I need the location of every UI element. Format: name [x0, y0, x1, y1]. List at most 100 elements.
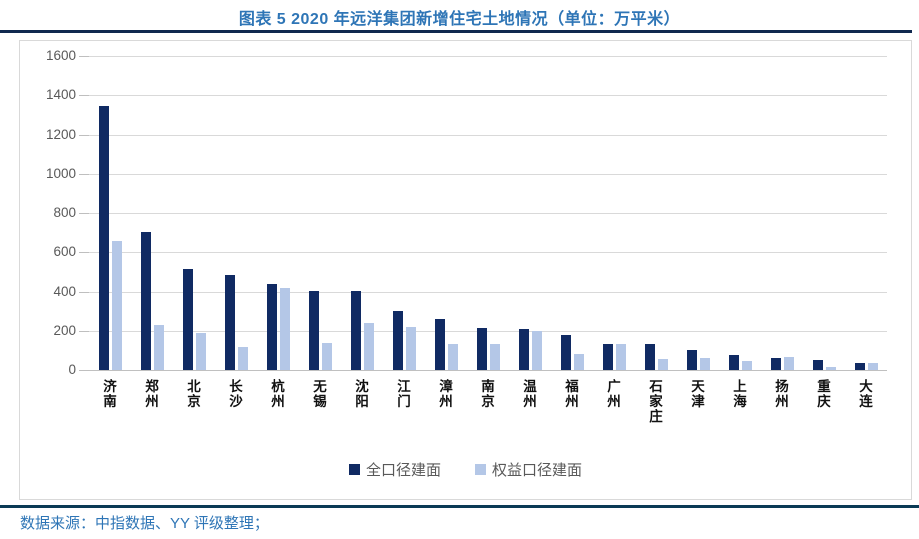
gridline — [89, 252, 887, 254]
bar-equity-caliber — [531, 331, 542, 370]
chart-panel: 0 200 400 600 800 1000 1200 1400 1600 济 南 郑 州 北 京 长… — [19, 40, 912, 500]
bar-equity-caliber — [111, 241, 122, 370]
gridline — [89, 56, 887, 57]
bar-group-1 — [89, 56, 131, 370]
y-tick-label: 400 — [53, 283, 76, 299]
bar-full-caliber — [182, 269, 193, 370]
x-tick-label: 杭 州 — [271, 379, 285, 409]
y-tick-mark — [79, 370, 89, 371]
bar-group-18 — [803, 56, 845, 370]
y-tick-label: 0 — [68, 362, 76, 377]
legend-label: 全口径建面 — [365, 463, 441, 479]
y-tick-label: 600 — [53, 244, 76, 260]
bar-group-7 — [341, 56, 383, 370]
gridline — [89, 134, 887, 136]
y-tick-label: 1600 — [45, 48, 76, 63]
bar-equity-caliber — [153, 325, 164, 370]
y-tick-label: 1400 — [45, 87, 76, 103]
bar-full-caliber — [140, 232, 151, 370]
bar-full-caliber — [644, 344, 655, 370]
legend: 全口径建面 权益口径建面 — [20, 459, 911, 480]
y-tick-label: 200 — [53, 322, 76, 338]
y-tick-mark — [79, 173, 89, 175]
gridline — [89, 213, 887, 214]
bar-group-17 — [761, 56, 803, 370]
legend-swatch-light — [475, 464, 486, 475]
legend-item-full-caliber: 全口径建面 — [348, 459, 441, 480]
y-tick-mark — [79, 291, 89, 293]
x-tick-label: 郑 州 — [145, 379, 159, 409]
bar-equity-caliber — [489, 344, 500, 370]
gridline — [89, 173, 887, 175]
x-tick-label: 沈 阳 — [355, 379, 369, 409]
bar-full-caliber — [560, 335, 571, 370]
bar-group-6 — [299, 56, 341, 370]
bar-equity-caliber — [447, 344, 458, 370]
bar-full-caliber — [224, 275, 235, 370]
x-tick-label: 福 州 — [565, 379, 579, 409]
y-tick-mark — [79, 330, 89, 332]
bar-group-14 — [635, 56, 677, 370]
bar-equity-caliber — [405, 327, 416, 370]
bar-group-2 — [131, 56, 173, 370]
bar-full-caliber — [266, 284, 277, 370]
bar-group-11 — [509, 56, 551, 370]
bar-full-caliber — [854, 363, 865, 370]
bar-group-8 — [383, 56, 425, 370]
bar-equity-caliber — [195, 333, 206, 370]
bar-equity-caliber — [615, 344, 626, 370]
gridline — [89, 330, 887, 332]
gridline — [89, 291, 887, 293]
x-tick-label: 漳 州 — [439, 379, 453, 409]
bar-equity-caliber — [867, 363, 878, 370]
bar-group-10 — [467, 56, 509, 370]
plot-area — [79, 56, 887, 371]
bottom-divider — [0, 505, 919, 508]
bar-equity-caliber — [741, 361, 752, 370]
bar-group-15 — [677, 56, 719, 370]
y-tick-mark — [79, 134, 89, 136]
bar-group-4 — [215, 56, 257, 370]
x-tick-label: 广 州 — [607, 379, 621, 409]
bar-group-9 — [425, 56, 467, 370]
gridline — [89, 370, 887, 371]
bar-full-caliber — [686, 350, 697, 370]
bar-equity-caliber — [363, 323, 374, 370]
legend-label: 权益口径建面 — [492, 463, 583, 479]
bar-full-caliber — [728, 355, 739, 370]
bar-group-12 — [551, 56, 593, 370]
y-tick-label: 1200 — [45, 126, 76, 142]
bar-full-caliber — [392, 311, 403, 370]
bar-full-caliber — [350, 291, 361, 370]
x-tick-label: 温 州 — [523, 379, 537, 409]
bar-group-19 — [845, 56, 887, 370]
legend-item-equity-caliber: 权益口径建面 — [475, 459, 582, 480]
y-tick-mark — [79, 95, 89, 97]
bar-full-caliber — [476, 328, 487, 370]
x-tick-label: 石 家 庄 — [649, 379, 663, 424]
bar-equity-caliber — [237, 347, 248, 370]
x-tick-label: 北 京 — [187, 379, 201, 409]
bar-full-caliber — [602, 344, 613, 370]
x-tick-label: 重 庆 — [817, 379, 831, 409]
top-divider — [0, 30, 912, 33]
bar-equity-caliber — [825, 367, 836, 370]
bar-full-caliber — [434, 319, 445, 370]
bar-equity-caliber — [573, 354, 584, 370]
bar-equity-caliber — [321, 343, 332, 370]
x-tick-label: 扬 州 — [775, 379, 789, 409]
x-tick-label: 上 海 — [733, 379, 747, 409]
bar-group-5 — [257, 56, 299, 370]
x-tick-label: 天 津 — [691, 379, 705, 409]
bar-full-caliber — [812, 360, 823, 370]
bar-full-caliber — [98, 106, 109, 370]
bar-equity-caliber — [699, 358, 710, 370]
bar-group-16 — [719, 56, 761, 370]
bar-full-caliber — [518, 329, 529, 370]
chart-title: 图表 5 2020 年远洋集团新增住宅土地情况（单位：万平米） — [238, 11, 681, 28]
x-tick-label: 江 门 — [397, 379, 411, 409]
x-axis-labels: 济 南郑 州北 京长 沙杭 州无 锡沈 阳江 门漳 州南 京温 州福 州广 州石… — [89, 379, 887, 459]
x-tick-label: 济 南 — [103, 379, 117, 409]
x-tick-label: 南 京 — [481, 379, 495, 409]
bar-group-3 — [173, 56, 215, 370]
